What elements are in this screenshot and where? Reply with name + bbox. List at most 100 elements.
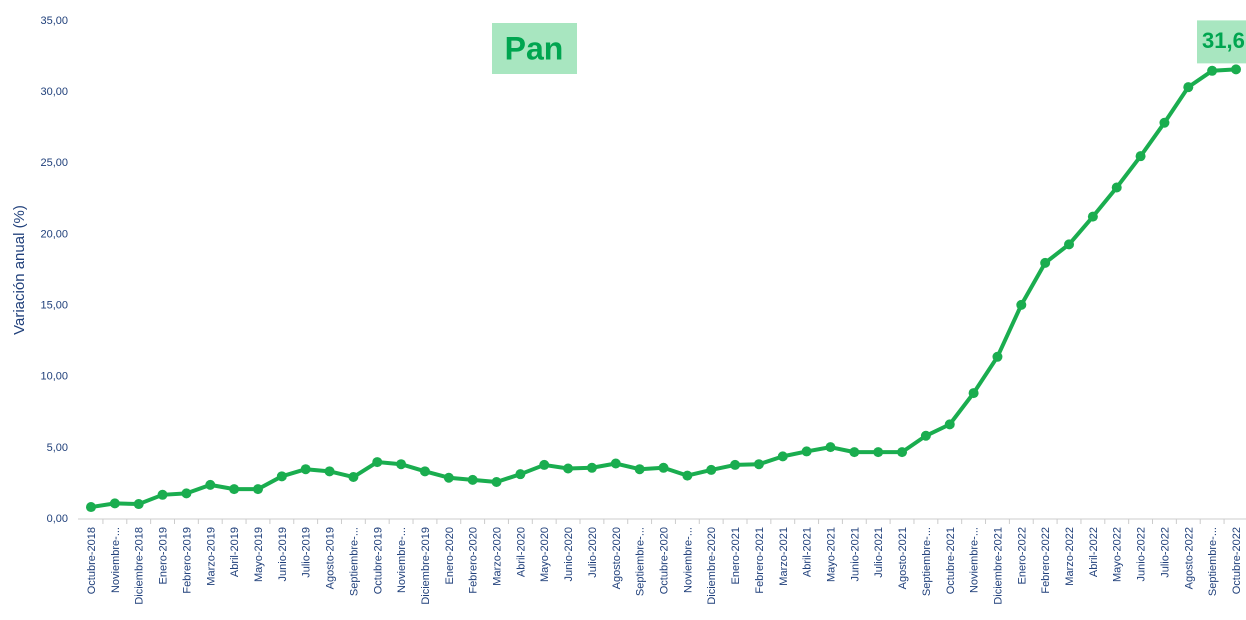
x-tick-label: Junio-2020 — [563, 527, 575, 581]
point — [968, 388, 979, 399]
point — [586, 462, 597, 473]
point — [181, 488, 192, 499]
x-tick-label: Agosto-2020 — [611, 527, 623, 589]
x-tick-label: Noviembre-... — [110, 527, 122, 593]
x-tick-label: Septiembre-... — [921, 527, 933, 596]
point — [873, 447, 884, 458]
x-tick-label: Noviembre-... — [396, 527, 408, 593]
y-tick-label: 5,00 — [47, 442, 68, 454]
point — [1183, 82, 1194, 93]
point — [1135, 151, 1146, 162]
x-tick-label: Febrero-2020 — [468, 527, 480, 594]
x-tick-label: Enero-2019 — [158, 527, 170, 585]
point — [801, 446, 812, 457]
value-label: 31,6 — [1202, 28, 1245, 53]
x-tick-label: Diciembre-2020 — [706, 527, 718, 605]
x-tick-label: Agosto-2022 — [1183, 527, 1195, 589]
x-tick-label: Marzo-2022 — [1064, 527, 1076, 586]
x-tick-label: Marzo-2019 — [205, 527, 217, 586]
point — [992, 351, 1003, 362]
point — [634, 464, 645, 475]
point — [133, 499, 144, 510]
x-tick-label: Agosto-2021 — [897, 527, 909, 589]
point — [252, 484, 263, 495]
point — [539, 459, 550, 470]
point — [1087, 211, 1098, 222]
point — [276, 471, 287, 482]
point — [897, 447, 908, 458]
point — [849, 447, 860, 458]
point — [658, 462, 669, 473]
point — [1159, 117, 1170, 128]
x-tick-label: Abril-2019 — [229, 527, 241, 577]
x-tick-label: Febrero-2021 — [754, 527, 766, 594]
y-tick-label: 25,00 — [40, 157, 68, 169]
point — [730, 459, 741, 470]
point — [324, 466, 335, 477]
x-tick-label: Julio-2019 — [301, 527, 313, 578]
point — [1016, 299, 1027, 310]
x-tick-label: Enero-2021 — [730, 527, 742, 585]
point — [563, 463, 574, 474]
point — [229, 484, 240, 495]
x-tick-label: Mayo-2022 — [1112, 527, 1124, 582]
point — [1111, 182, 1122, 193]
point — [1040, 257, 1051, 268]
point — [205, 479, 216, 490]
y-tick-label: 30,00 — [40, 86, 68, 98]
point — [753, 459, 764, 470]
x-tick-label: Febrero-2019 — [181, 527, 193, 594]
x-tick-label: Abril-2021 — [802, 527, 814, 577]
x-tick-label: Abril-2020 — [515, 527, 527, 577]
point — [515, 469, 526, 480]
y-tick-label: 20,00 — [40, 228, 68, 240]
point — [682, 470, 693, 481]
point — [396, 459, 407, 470]
x-tick-label: Octubre-2021 — [945, 527, 957, 594]
y-tick-label: 10,00 — [40, 371, 68, 383]
x-tick-label: Octubre-2018 — [86, 527, 98, 594]
x-tick-label: Diciembre-2021 — [992, 527, 1004, 605]
point — [706, 464, 717, 475]
x-tick-label: Julio-2022 — [1159, 527, 1171, 578]
point — [348, 472, 359, 483]
point — [491, 477, 502, 488]
x-tick-label: Abril-2022 — [1088, 527, 1100, 577]
x-tick-label: Febrero-2022 — [1040, 527, 1052, 594]
point — [419, 466, 430, 477]
x-tick-label: Octubre-2022 — [1231, 527, 1243, 594]
line — [90, 67, 1237, 510]
x-tick-label: Marzo-2020 — [492, 527, 504, 586]
point — [467, 474, 478, 485]
point — [1064, 239, 1075, 250]
x-tick-label: Octubre-2020 — [659, 527, 671, 594]
y-tick-label: 0,00 — [47, 513, 68, 525]
x-tick-label: Octubre-2019 — [372, 527, 384, 594]
point — [610, 458, 621, 469]
x-tick-label: Noviembre-... — [969, 527, 981, 593]
x-tick-label: Diciembre-2018 — [134, 527, 146, 605]
y-tick-label: 15,00 — [40, 299, 68, 311]
point — [1207, 65, 1218, 76]
x-tick-label: Enero-2022 — [1016, 527, 1028, 585]
x-tick-label: Junio-2019 — [277, 527, 289, 581]
x-tick-label: Septiembre-... — [348, 527, 360, 596]
x-tick-label: Junio-2021 — [849, 527, 861, 581]
point — [372, 457, 383, 468]
x-tick-label: Enero-2020 — [444, 527, 456, 585]
point — [1231, 64, 1241, 75]
point — [825, 442, 836, 453]
point — [109, 498, 120, 509]
x-tick-label: Mayo-2021 — [825, 527, 837, 582]
point — [920, 430, 931, 441]
title-box — [492, 23, 577, 74]
x-tick-label: Septiembre-... — [1207, 527, 1219, 596]
x-tick-label: Agosto-2019 — [325, 527, 337, 589]
point — [300, 464, 311, 475]
chart-title: Pan — [505, 30, 564, 66]
x-tick-label: Junio-2022 — [1136, 527, 1148, 581]
x-tick-label: Marzo-2021 — [778, 527, 790, 586]
point — [157, 489, 168, 500]
x-tick-label: Diciembre-2019 — [420, 527, 432, 605]
